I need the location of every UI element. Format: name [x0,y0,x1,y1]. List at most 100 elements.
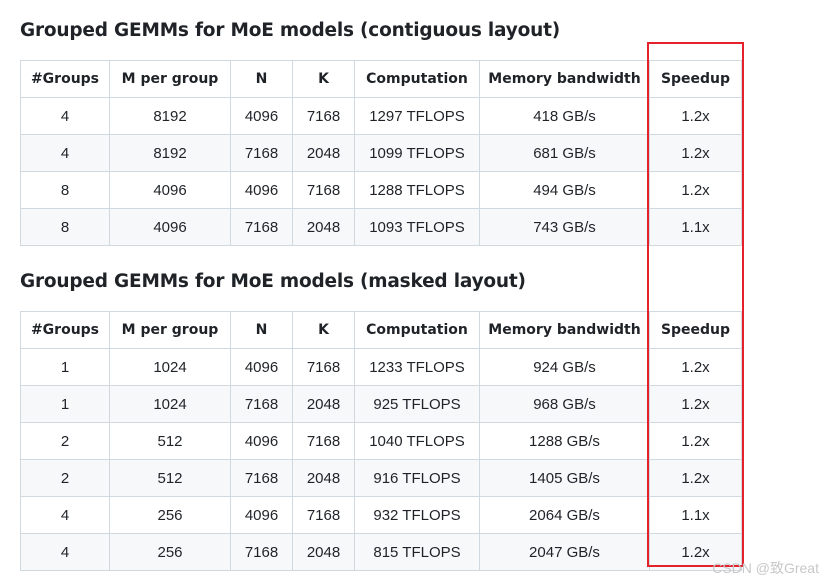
section-title-contiguous: Grouped GEMMs for MoE models (contiguous… [20,20,560,41]
table-cell: 256 [109,496,231,534]
table-cell: 512 [109,422,231,460]
column-header: #Groups [20,60,110,98]
table-cell: 4096 [230,97,293,135]
table-cell: 4 [20,97,110,135]
table-row: 1 1024 4096 7168 1233 TFLOPS 924 GB/s 1.2x [20,348,742,386]
column-header: M per group [109,311,231,349]
table-cell: 4096 [230,422,293,460]
table-cell: 7168 [230,533,293,571]
table-cell: 1040 TFLOPS [354,422,480,460]
table-cell: 924 GB/s [479,348,650,386]
table-cell: 743 GB/s [479,208,650,246]
table-row: 8 4096 7168 2048 1093 TFLOPS 743 GB/s 1.1x [20,208,742,246]
table-cell: 1 [20,385,110,423]
table-cell: 2048 [292,459,355,497]
table-cell: 1024 [109,348,231,386]
table-cell: 418 GB/s [479,97,650,135]
column-header: Memory bandwidth [479,311,650,349]
table-row: 2 512 4096 7168 1040 TFLOPS 1288 GB/s 1.2x [20,422,742,460]
table-cell: 4096 [230,496,293,534]
table-cell: 8 [20,171,110,209]
table-cell: 7168 [292,97,355,135]
table-cell: 1.2x [649,422,742,460]
table-cell: 815 TFLOPS [354,533,480,571]
table-cell: 925 TFLOPS [354,385,480,423]
table-cell: 7168 [230,134,293,172]
column-header: K [292,311,355,349]
table-contiguous: #Groups M per group N K Computation Memory ba… [20,60,742,246]
table-cell: 1297 TFLOPS [354,97,480,135]
table-cell: 1.1x [649,208,742,246]
table-row: 1 1024 7168 2048 925 TFLOPS 968 GB/s 1.2x [20,385,742,423]
table-cell: 2048 [292,533,355,571]
watermark: CSDN @致Great [712,560,819,576]
header-row: #Groups M per group N K Computation Memory ba… [20,311,742,349]
table-row: 4 256 4096 7168 932 TFLOPS 2064 GB/s 1.1x [20,496,742,534]
table-masked: #Groups M per group N K Computation Memory ba… [20,311,742,571]
header-row: #Groups M per group N K Computation Memory ba… [20,60,742,98]
table-cell: 1288 TFLOPS [354,171,480,209]
table-row: 4 8192 4096 7168 1297 TFLOPS 418 GB/s 1.2x [20,97,742,135]
table-cell: 4096 [230,171,293,209]
table-cell: 512 [109,459,231,497]
table-cell: 8192 [109,134,231,172]
table-cell: 2064 GB/s [479,496,650,534]
table-cell: 494 GB/s [479,171,650,209]
table-cell: 7168 [292,171,355,209]
column-header: Computation [354,60,480,98]
table-cell: 8192 [109,97,231,135]
table-cell: 1.1x [649,496,742,534]
table-cell: 4 [20,134,110,172]
table-cell: 1099 TFLOPS [354,134,480,172]
table-cell: 1.2x [649,385,742,423]
table-cell: 8 [20,208,110,246]
table-cell: 1024 [109,385,231,423]
table-cell: 2047 GB/s [479,533,650,571]
table-cell: 7168 [230,208,293,246]
column-header: Speedup [649,311,742,349]
table-cell: 7168 [230,459,293,497]
table-cell: 7168 [292,422,355,460]
table-cell: 1288 GB/s [479,422,650,460]
table-cell: 2 [20,459,110,497]
column-header: N [230,311,293,349]
column-header: #Groups [20,311,110,349]
table-cell: 7168 [292,496,355,534]
table-cell: 7168 [230,385,293,423]
table-cell: 932 TFLOPS [354,496,480,534]
table-cell: 968 GB/s [479,385,650,423]
table-cell: 4 [20,496,110,534]
table-cell: 256 [109,533,231,571]
table-cell: 1405 GB/s [479,459,650,497]
table-cell: 1233 TFLOPS [354,348,480,386]
table-cell: 916 TFLOPS [354,459,480,497]
section-title-masked: Grouped GEMMs for MoE models (masked lay… [20,271,526,292]
table-cell: 2 [20,422,110,460]
table-cell: 681 GB/s [479,134,650,172]
column-header: Computation [354,311,480,349]
table-cell: 2048 [292,208,355,246]
table-cell: 4 [20,533,110,571]
table-cell: 1 [20,348,110,386]
table-row: 4 8192 7168 2048 1099 TFLOPS 681 GB/s 1.2x [20,134,742,172]
table-cell: 1.2x [649,97,742,135]
table-cell: 4096 [109,171,231,209]
column-header: Memory bandwidth [479,60,650,98]
column-header: N [230,60,293,98]
column-header: K [292,60,355,98]
table-cell: 7168 [292,348,355,386]
table-cell: 1.2x [649,533,742,571]
table-cell: 1093 TFLOPS [354,208,480,246]
column-header: M per group [109,60,231,98]
table-row: 4 256 7168 2048 815 TFLOPS 2047 GB/s 1.2x [20,533,742,571]
table-cell: 4096 [109,208,231,246]
table-cell: 4096 [230,348,293,386]
table-cell: 1.2x [649,171,742,209]
column-header: Speedup [649,60,742,98]
table-cell: 2048 [292,385,355,423]
speedup-highlight-box [647,42,744,567]
table-cell: 1.2x [649,459,742,497]
table-cell: 2048 [292,134,355,172]
table-cell: 1.2x [649,348,742,386]
table-row: 2 512 7168 2048 916 TFLOPS 1405 GB/s 1.2x [20,459,742,497]
